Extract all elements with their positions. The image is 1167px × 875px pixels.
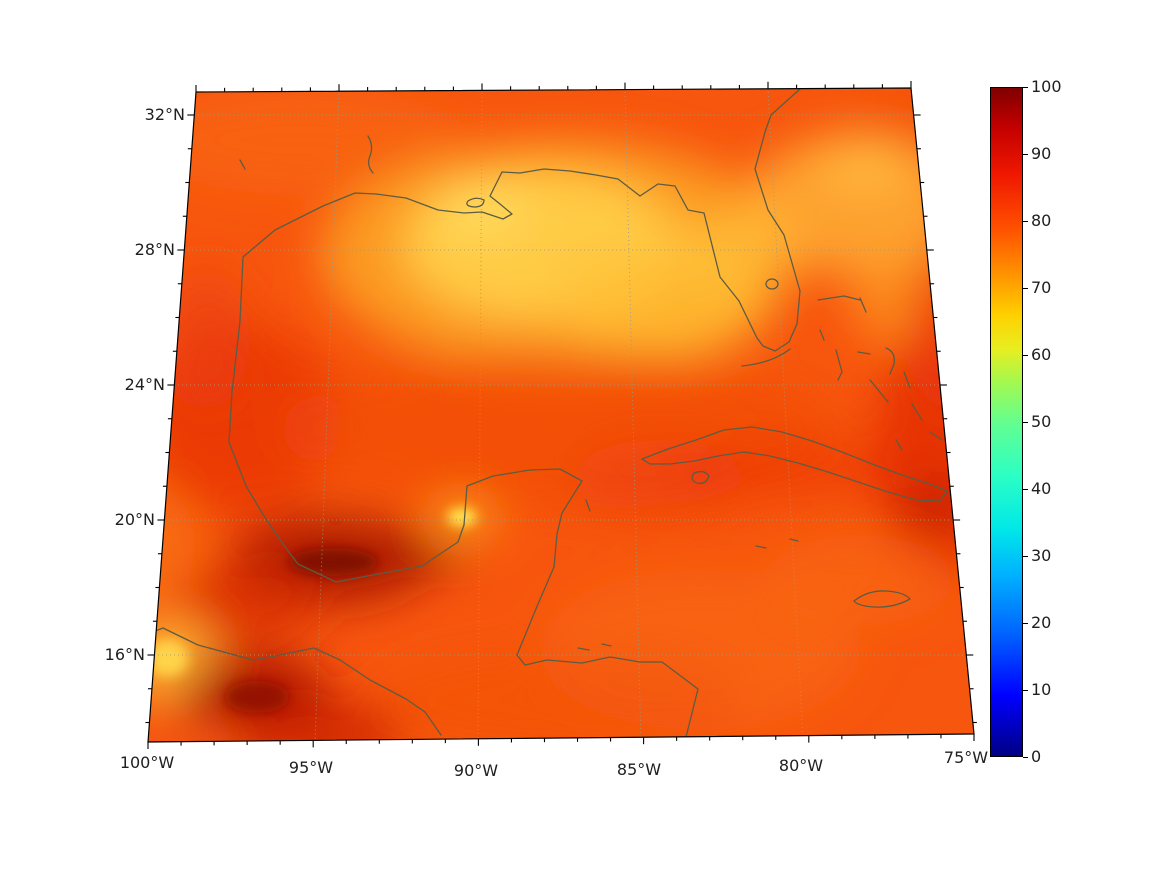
colorbar-tick xyxy=(1023,689,1028,691)
coastline-gulf-mainland xyxy=(228,88,801,738)
y-tick-label: 16°N xyxy=(104,645,145,664)
colorbar-tick xyxy=(1023,86,1028,88)
colorbar-tick-label: 70 xyxy=(1031,278,1052,297)
colorbar-tick-label: 100 xyxy=(1031,77,1062,96)
graticule-gridlines xyxy=(154,88,966,742)
colorbar-tick xyxy=(1023,354,1028,356)
coastline-islands xyxy=(239,135,943,651)
colorbar-tick-label: 30 xyxy=(1031,546,1052,565)
colorbar-tick-label: 0 xyxy=(1031,747,1042,766)
colorbar-tick-label: 50 xyxy=(1031,412,1052,431)
x-tick-label: 95°W xyxy=(288,758,334,777)
x-tick-label: 90°W xyxy=(453,761,499,780)
y-tick-label: 28°N xyxy=(134,240,175,259)
x-tick-label: 100°W xyxy=(119,753,175,772)
x-tick-label: 75°W xyxy=(943,748,989,767)
colorbar-tick xyxy=(1023,488,1028,490)
colorbar-tick-label: 90 xyxy=(1031,144,1052,163)
colorbar-tick xyxy=(1023,756,1028,758)
colorbar-tick xyxy=(1023,622,1028,624)
y-tick-label: 20°N xyxy=(114,510,155,529)
colorbar-tick xyxy=(1023,153,1028,155)
colorbar-tick xyxy=(1023,287,1028,289)
heat-field xyxy=(148,88,974,742)
x-tick-label: 85°W xyxy=(616,760,662,779)
colorbar-tick-label: 40 xyxy=(1031,479,1052,498)
colorbar-tick xyxy=(1023,555,1028,557)
colorbar-tick-label: 60 xyxy=(1031,345,1052,364)
colorbar-tick-label: 80 xyxy=(1031,211,1052,230)
x-tick-label: 80°W xyxy=(778,756,824,775)
coastline-jamaica xyxy=(853,590,911,608)
colorbar xyxy=(990,87,1023,757)
colorbar-tick-label: 10 xyxy=(1031,680,1052,699)
colorbar-tick xyxy=(1023,421,1028,423)
axis-ticks xyxy=(145,81,977,749)
coastlines xyxy=(149,88,948,738)
coastline-cuba xyxy=(641,426,948,502)
colorbar-tick xyxy=(1023,220,1028,222)
y-tick-label: 24°N xyxy=(124,375,165,394)
colorbar-tick-label: 20 xyxy=(1031,613,1052,632)
coastline-pacific-mexico xyxy=(149,627,442,736)
y-tick-label: 32°N xyxy=(144,105,185,124)
